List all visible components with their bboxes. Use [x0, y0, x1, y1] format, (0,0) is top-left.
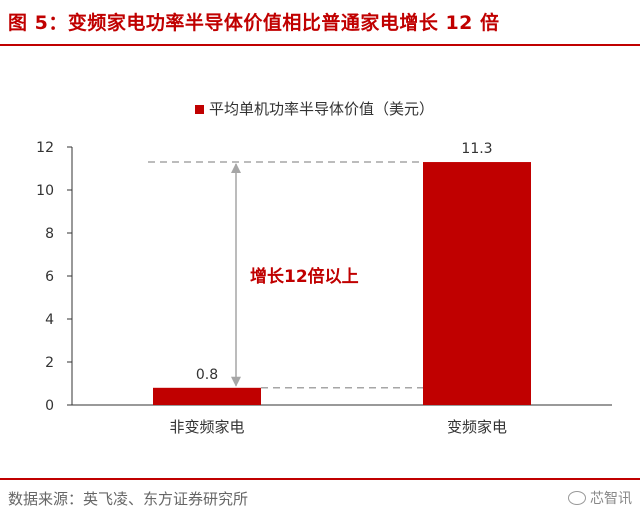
- y-tick-label: 4: [45, 312, 54, 328]
- guide-lines: [148, 161, 423, 389]
- data-label: 0.8: [196, 367, 218, 383]
- chart-legend: 平均单机功率半导体价值（美元）: [195, 100, 434, 118]
- watermark-text: 芯智讯: [590, 491, 632, 507]
- y-tick-label: 8: [45, 226, 54, 242]
- y-tick-label: 12: [36, 140, 54, 156]
- arrow-head-up: [231, 163, 241, 174]
- figure-title: 图 5：变频家电功率半导体价值相比普通家电增长 12 倍: [8, 12, 500, 34]
- watermark: 芯智讯: [568, 488, 632, 508]
- y-axis: 0 2 4 6 8 10 12: [36, 140, 73, 414]
- title-divider: [0, 44, 640, 46]
- footer-divider: [0, 478, 640, 480]
- annotation-text: 增长12倍以上: [250, 266, 359, 287]
- wechat-icon: [568, 491, 586, 505]
- arrow-head-down: [231, 376, 241, 387]
- y-tick-label: 10: [36, 183, 54, 199]
- bar: [423, 162, 531, 405]
- x-axis: 非变频家电 变频家电: [72, 404, 612, 436]
- y-tick-label: 6: [45, 269, 54, 285]
- y-tick-label: 0: [45, 398, 54, 414]
- data-labels: 0.8 11.3: [196, 141, 493, 383]
- x-tick-label: 变频家电: [447, 418, 507, 436]
- legend-swatch: [195, 105, 204, 114]
- growth-annotation: 增长12倍以上: [231, 163, 359, 387]
- bars: [153, 162, 531, 405]
- y-tick-label: 2: [45, 355, 54, 371]
- bar: [153, 387, 261, 405]
- data-label: 11.3: [461, 141, 492, 157]
- legend-label: 平均单机功率半导体价值（美元）: [209, 100, 434, 118]
- source-note: 数据来源：英飞凌、东方证券研究所: [8, 490, 249, 508]
- x-tick-label: 非变频家电: [169, 418, 244, 436]
